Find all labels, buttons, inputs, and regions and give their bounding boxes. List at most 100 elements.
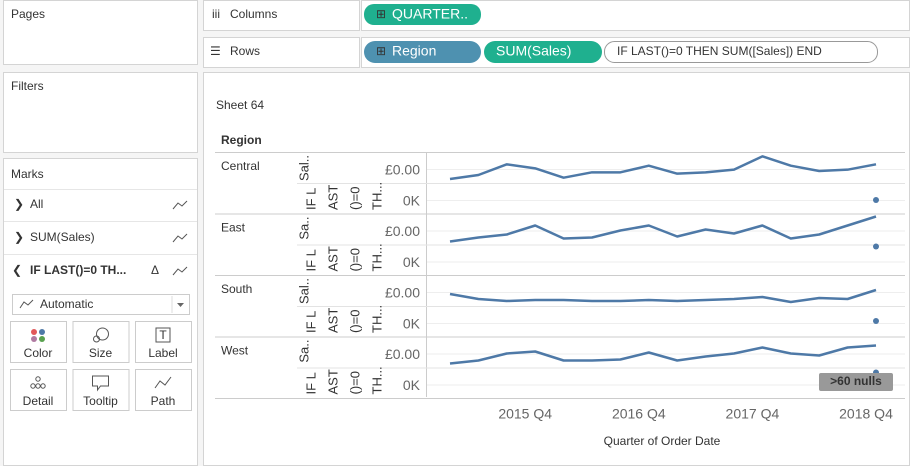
pill-label: SUM(Sales) (496, 43, 571, 59)
pages-title: Pages (11, 7, 45, 21)
columns-shelf-label (203, 0, 360, 31)
x-tick-label: 2016 Q4 (612, 406, 666, 422)
region-label: West (221, 344, 249, 358)
x-tick-label: 2015 Q4 (498, 406, 552, 422)
axis-title: IF L (303, 372, 318, 394)
mark-type-dropdown[interactable] (12, 294, 190, 315)
mark-button-label: Size (89, 346, 113, 360)
columns-label: Columns (230, 7, 277, 21)
mark-button-label: Tooltip (83, 394, 118, 408)
axis-title: TH... (369, 366, 384, 394)
mark-button-label: Color (24, 346, 53, 360)
line (449, 155, 877, 181)
icon (30, 383, 36, 389)
chevron: ❯ (14, 230, 24, 244)
region-label: East (221, 221, 246, 235)
x-tick-label: 2017 Q4 (726, 406, 780, 422)
chevron: ❮ (12, 263, 22, 277)
mark-buttons: Color Size T Label Detail Tooltip Path (10, 321, 192, 411)
icon (40, 383, 46, 389)
axis-title: AST (325, 246, 340, 271)
icon: T (159, 328, 167, 342)
x-tick-label: 2018 Q4 (839, 406, 893, 422)
icon (31, 336, 37, 342)
axis-title: ()=0 (347, 187, 362, 210)
rows-label: Rows (230, 44, 260, 58)
marks-title: Marks (11, 167, 44, 181)
line-icon (172, 266, 188, 276)
marks-card[interactable]: IF LAST()=0 TH... (30, 263, 126, 277)
axis-title: Sal.. (296, 278, 311, 304)
rows-icon: ☰ (210, 44, 221, 58)
x-axis-title: Quarter of Order Date (604, 434, 721, 448)
dot (873, 243, 879, 250)
y-tick-label: 0K (403, 193, 421, 209)
axis-title: TH... (369, 182, 384, 210)
line (449, 215, 877, 243)
mark-button-label: Detail (23, 394, 54, 408)
pill-label: Region (392, 43, 436, 59)
axis-title: IF L (303, 311, 318, 333)
dot (873, 197, 879, 203)
mark-button-label: Label (148, 346, 177, 360)
axis-title: AST (325, 369, 340, 394)
mark-button[interactable] (10, 369, 67, 411)
marks-card[interactable]: All (30, 197, 43, 211)
filters-title: Filters (11, 79, 44, 93)
line-icon (19, 299, 34, 309)
y-tick-label: £0.00 (385, 223, 420, 239)
pill[interactable] (364, 4, 481, 25)
icon (35, 383, 41, 389)
mark-button[interactable] (10, 321, 67, 363)
pill[interactable] (484, 41, 602, 63)
pill-icon: ⊞ (376, 7, 386, 21)
row-header: Region (221, 133, 262, 147)
axis-title: Sa.. (296, 340, 311, 363)
pill-label: QUARTER.. (392, 6, 468, 22)
line-icon (172, 200, 188, 210)
y-tick-label: 0K (403, 254, 421, 270)
rows-shelf-label (203, 37, 360, 68)
axis-title: IF L (303, 249, 318, 271)
pill[interactable] (364, 41, 481, 63)
columns-icon: iii (212, 7, 220, 21)
mark-button-label: Path (151, 394, 176, 408)
axis-title: IF L (303, 188, 318, 210)
icon (39, 336, 45, 342)
y-tick-label: 0K (403, 316, 421, 332)
line-icon (172, 233, 188, 243)
filters-panel (3, 72, 198, 153)
axis-title: TH... (369, 305, 384, 333)
axis-title: ()=0 (347, 371, 362, 394)
mark-type: Automatic (40, 297, 93, 311)
icon (155, 327, 171, 343)
icon (154, 376, 172, 389)
null-badge-label: >60 nulls (830, 374, 882, 388)
calc-pill-label: IF LAST()=0 THEN SUM([Sales]) END (617, 44, 822, 58)
y-tick-label: 0K (403, 377, 421, 393)
y-tick-label: £0.00 (385, 285, 420, 301)
line (449, 344, 877, 365)
sheet-title: Sheet 64 (216, 98, 264, 112)
icon (92, 375, 109, 392)
icon (39, 329, 45, 335)
chevron: ❯ (14, 197, 24, 211)
axis-title: AST (325, 185, 340, 210)
icon (31, 329, 37, 335)
axis-title: ()=0 (347, 248, 362, 271)
axis-title: AST (325, 308, 340, 333)
icon (35, 376, 41, 382)
marks-card[interactable]: SUM(Sales) (30, 230, 95, 244)
axis-title: TH... (369, 243, 384, 271)
dropdown-arrow (177, 303, 184, 307)
mark-button[interactable] (135, 369, 192, 411)
null-badge[interactable] (819, 373, 893, 391)
y-tick-label: £0.00 (385, 346, 420, 362)
pill-icon: ⊞ (376, 44, 386, 58)
axis-title: Sal.. (296, 155, 311, 181)
calc-pill[interactable] (604, 41, 878, 63)
dot (873, 318, 879, 324)
icon (96, 327, 109, 341)
pages-panel (3, 0, 198, 65)
